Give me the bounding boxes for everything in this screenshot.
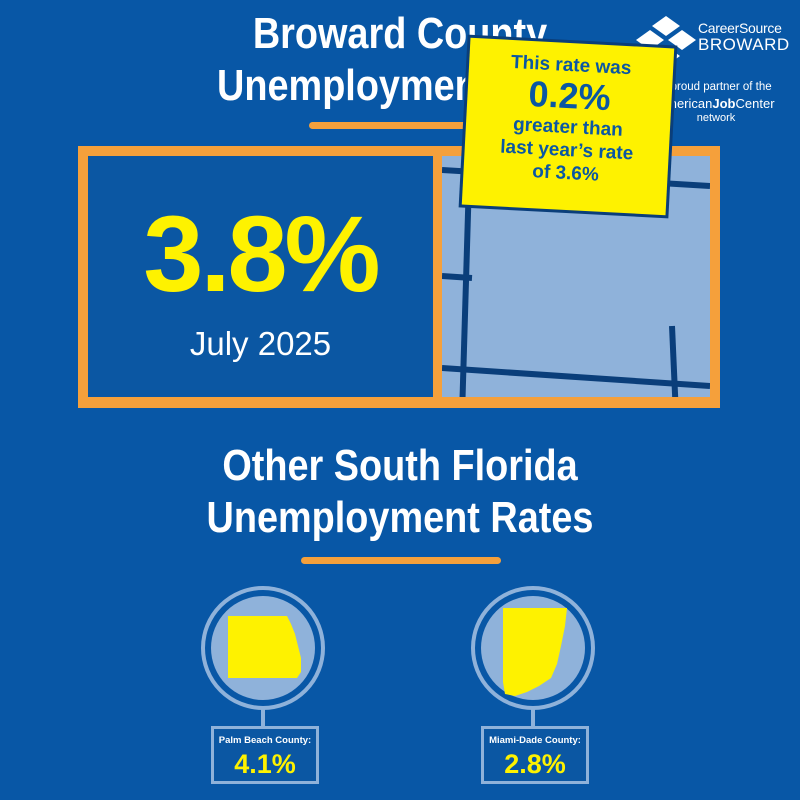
palm-beach-label-box: Palm Beach County: 4.1% — [211, 726, 319, 784]
county-rate: 4.1% — [234, 749, 296, 779]
section-title: Other South Florida Unemployment Rates — [125, 440, 675, 544]
miami-dade-map-icon — [471, 586, 595, 726]
rate-box: 3.8% July 2025 — [88, 156, 433, 397]
county-name: Miami-Dade County: — [489, 735, 581, 746]
brand-name-line-2: BROWARD — [698, 35, 790, 54]
section-underline — [301, 557, 501, 564]
section-title-line-1: Other South Florida — [222, 441, 578, 490]
broward-rate-value: 3.8% — [143, 193, 380, 314]
partner-text: A proud partner of the — [660, 81, 772, 93]
rate-period: July 2025 — [189, 325, 332, 362]
ajc-job: Job — [712, 96, 736, 111]
ajc-center: Center — [735, 96, 775, 111]
miami-dade-label-box: Miami-Dade County: 2.8% — [481, 726, 589, 784]
county-rate: 2.8% — [504, 749, 566, 779]
rate-change-callout: This rate was 0.2% greater than last yea… — [461, 37, 675, 216]
county-miami-dade: Miami-Dade County: 2.8% — [465, 586, 605, 800]
title-underline — [309, 122, 493, 129]
network-text: network — [696, 112, 736, 124]
palm-beach-map-icon — [201, 586, 325, 726]
section-title-line-2: Unemployment Rates — [206, 493, 594, 542]
county-name: Palm Beach County: — [218, 735, 312, 746]
brand-name-line-1: CareerSource — [698, 20, 782, 36]
county-palm-beach: Palm Beach County: 4.1% — [195, 586, 335, 800]
american-job-center-text: AmericanJobCenter — [636, 96, 796, 111]
